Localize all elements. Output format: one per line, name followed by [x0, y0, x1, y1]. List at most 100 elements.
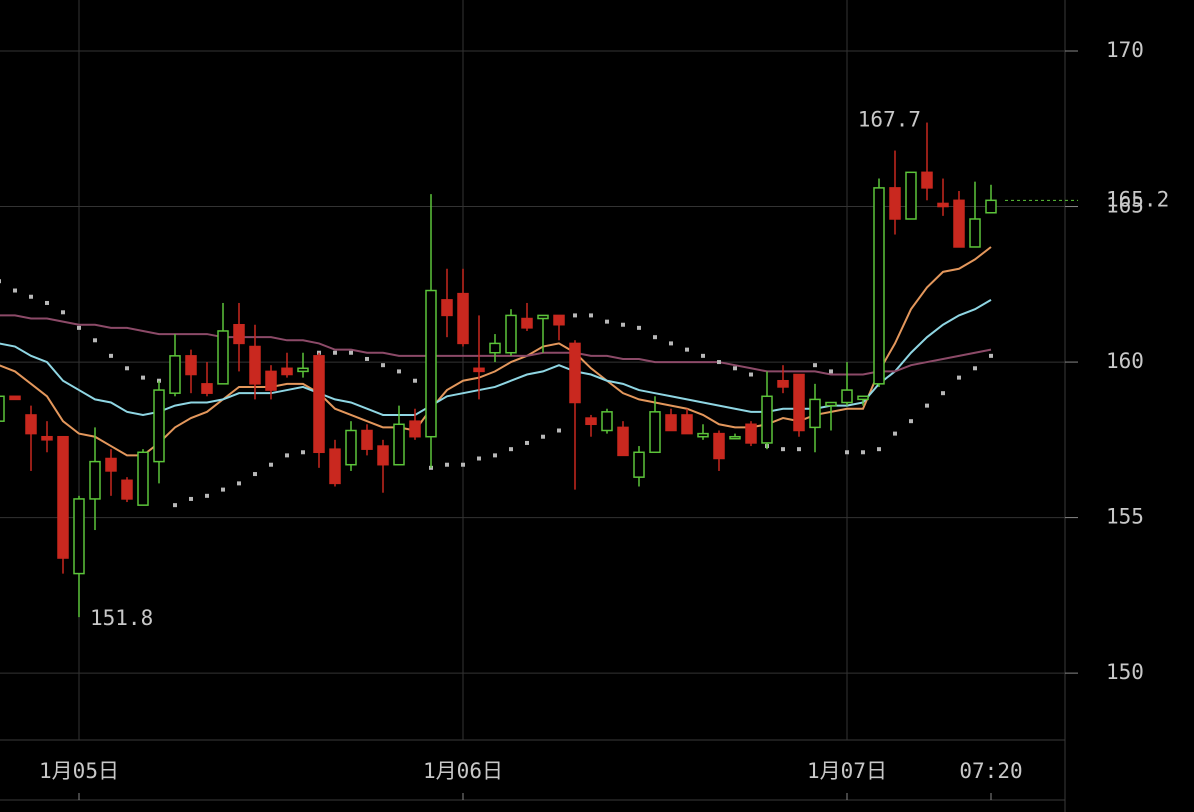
- sar-dot: [701, 353, 705, 358]
- sar-dot: [685, 347, 689, 352]
- candle-body: [25, 414, 37, 435]
- candle-body: [73, 498, 85, 575]
- sar-dot: [989, 353, 993, 358]
- candle-body: [185, 355, 197, 376]
- sar-dot: [269, 462, 273, 467]
- candle-body: [265, 370, 277, 391]
- sar-dot: [925, 403, 929, 408]
- candle-body: [681, 414, 693, 435]
- sar-dot: [557, 428, 561, 433]
- candle-body: [553, 314, 565, 326]
- sar-dot: [365, 356, 369, 361]
- sar-dot: [733, 366, 737, 371]
- x-tick-label: 1月05日: [39, 759, 119, 783]
- sar-dot: [397, 369, 401, 374]
- sar-dot: [93, 338, 97, 343]
- candle-body: [153, 389, 165, 463]
- sar-dot: [253, 472, 257, 477]
- sar-dot: [173, 503, 177, 508]
- sar-dot: [973, 366, 977, 371]
- candle-body: [313, 355, 325, 454]
- sar-dot: [749, 372, 753, 377]
- sar-dot: [237, 481, 241, 486]
- sar-dot: [77, 325, 81, 330]
- sar-dot: [525, 440, 529, 445]
- candle-body: [473, 367, 485, 373]
- candle-body: [969, 218, 981, 248]
- sar-dot: [781, 447, 785, 452]
- sar-dot: [301, 450, 305, 455]
- candle-body: [937, 202, 949, 208]
- sar-dot: [717, 360, 721, 365]
- candle-body: [425, 289, 437, 438]
- sar-dot: [909, 419, 913, 424]
- sar-dot: [0, 279, 1, 284]
- candle-body: [745, 423, 757, 444]
- candle-body: [121, 479, 133, 500]
- candle-body: [889, 187, 901, 220]
- candle-body: [601, 411, 613, 432]
- sar-dot: [541, 434, 545, 439]
- candle-body: [633, 451, 645, 478]
- sar-dot: [285, 453, 289, 458]
- candle-body: [249, 345, 261, 385]
- candle-body: [761, 395, 773, 444]
- sar-dot: [109, 353, 113, 358]
- candle-body: [217, 330, 229, 385]
- candle-body: [169, 355, 181, 394]
- sar-dot: [829, 369, 833, 374]
- y-tick-label: 170: [1106, 38, 1144, 62]
- sar-dot: [13, 288, 17, 293]
- candle-body: [857, 395, 869, 401]
- sar-dot: [877, 447, 881, 452]
- candle-body: [377, 445, 389, 466]
- candle-body: [137, 451, 149, 506]
- candle-body: [105, 457, 117, 472]
- candle-body: [505, 314, 517, 354]
- candle-body: [345, 429, 357, 466]
- candle-body: [713, 432, 725, 460]
- candle-body: [521, 317, 533, 329]
- candle-body: [649, 411, 661, 454]
- sar-dot: [621, 322, 625, 327]
- sar-dot: [653, 335, 657, 340]
- sar-dot: [445, 462, 449, 467]
- candle-body: [585, 417, 597, 426]
- candle-body: [905, 171, 917, 220]
- sar-dot: [189, 496, 193, 501]
- sar-dot: [221, 487, 225, 492]
- sar-dot: [573, 313, 577, 318]
- candle-body: [697, 432, 709, 438]
- sar-dot: [845, 450, 849, 455]
- candle-body: [953, 199, 965, 248]
- sar-dot: [797, 447, 801, 452]
- candle-body: [793, 373, 805, 432]
- sar-dot: [141, 375, 145, 380]
- sar-dot: [349, 350, 353, 355]
- candle-body: [329, 448, 341, 485]
- candle-body: [57, 435, 69, 559]
- candle-body: [777, 379, 789, 388]
- candle-body: [281, 367, 293, 376]
- candle-body: [489, 342, 501, 354]
- candle-body: [809, 398, 821, 429]
- candle-body: [665, 414, 677, 432]
- candle-body: [537, 314, 549, 320]
- sar-dot: [205, 493, 209, 498]
- candle-body: [841, 389, 853, 404]
- candle-body: [41, 435, 53, 441]
- y-tick-label: 150: [1106, 660, 1144, 684]
- x-tick-label: 07:20: [959, 759, 1022, 783]
- sar-dot: [589, 313, 593, 318]
- sar-dot: [125, 366, 129, 371]
- sar-dot: [861, 450, 865, 455]
- sar-dot: [45, 300, 49, 305]
- sar-dot: [333, 350, 337, 355]
- candle-body: [457, 292, 469, 345]
- candle-body: [825, 401, 837, 407]
- candle-body: [9, 395, 21, 401]
- candle-body: [201, 383, 213, 394]
- high-label: 167.7: [858, 108, 921, 132]
- candle-body: [617, 426, 629, 457]
